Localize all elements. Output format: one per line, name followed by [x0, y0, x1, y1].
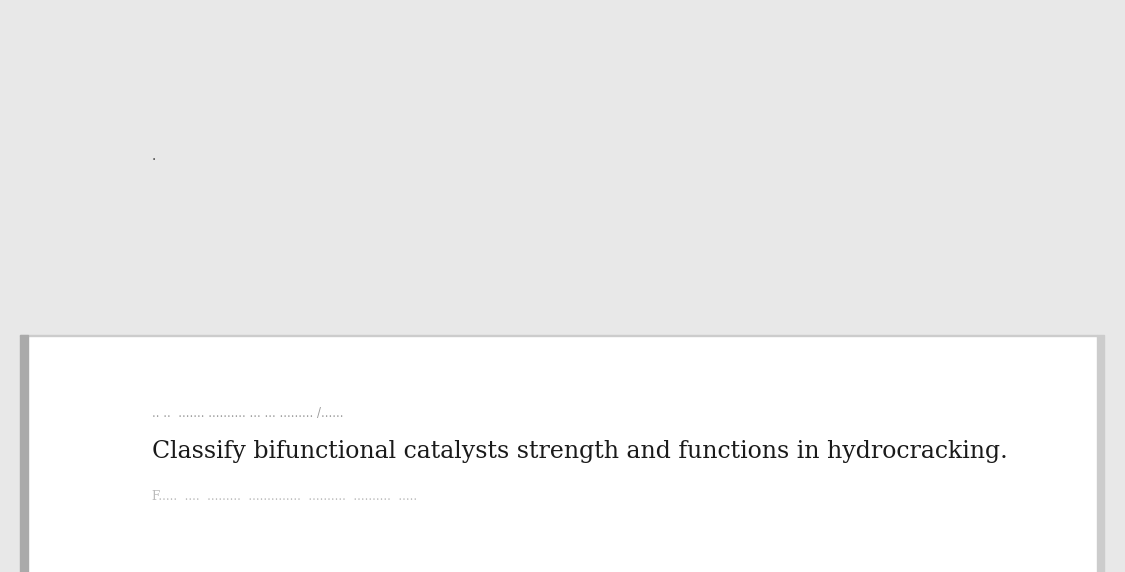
Bar: [20, 335, 1097, 336]
Text: F.....  ....  .........  ..............  ..........  ..........  .....: F..... .... ......... .............. ...…: [152, 490, 417, 503]
Bar: [20, 335, 1097, 572]
Text: ·: ·: [152, 153, 156, 167]
Text: Classify bifunctional catalysts strength and functions in hydrocracking.: Classify bifunctional catalysts strength…: [152, 440, 1008, 463]
Text: .. ..  ....... .......... ... ... ......... /......: .. .. ....... .......... ... ... .......…: [152, 407, 343, 420]
Bar: [1097, 335, 1104, 572]
Bar: [20, 335, 28, 572]
